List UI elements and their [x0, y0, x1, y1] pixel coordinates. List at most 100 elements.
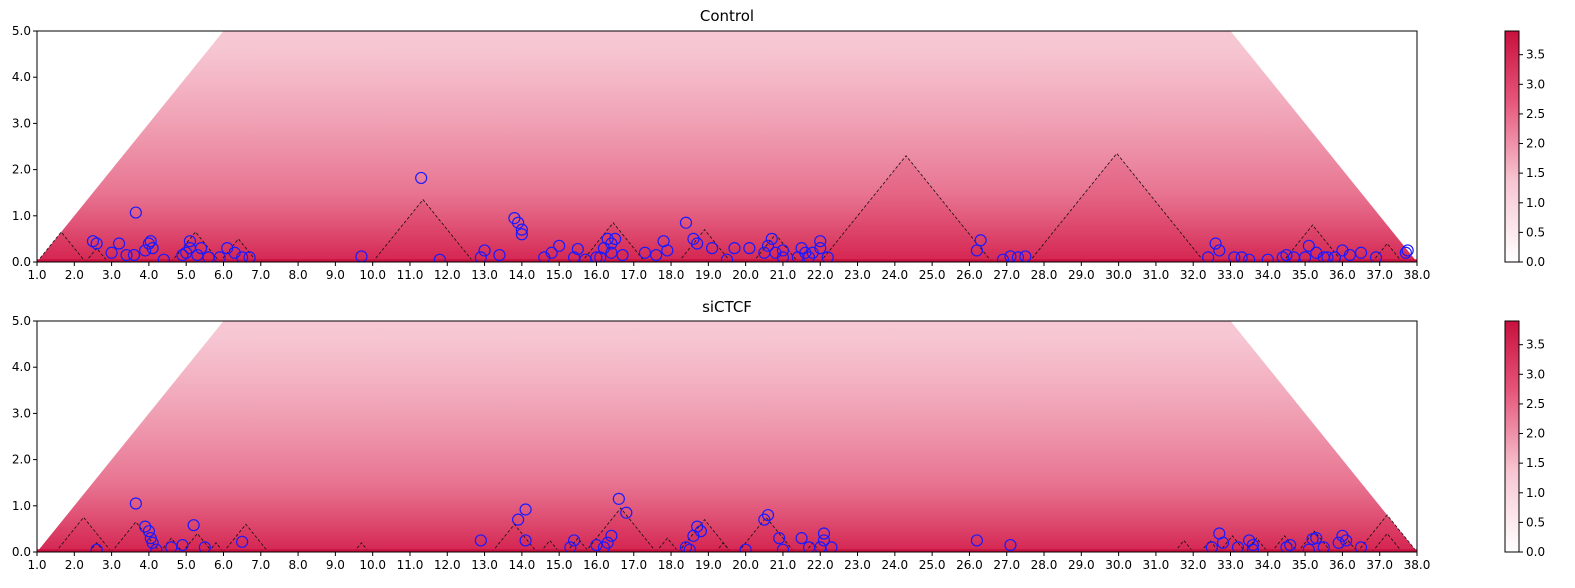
domain-boundary [1028, 152, 1205, 262]
loop-marker [1209, 237, 1222, 250]
domain-boundary [1371, 532, 1403, 552]
x-tick-label: 15.0 [546, 268, 573, 282]
x-tick-label: 12.0 [434, 558, 461, 572]
loop-marker [1369, 251, 1383, 262]
plot-frame [36, 320, 1418, 553]
x-tick-label: 14.0 [509, 268, 536, 282]
domain-fill [1372, 533, 1403, 552]
x-tick-label: 26.0 [956, 268, 983, 282]
loop-marker [213, 251, 226, 262]
colorbar-tick-label: 2.0 [1526, 427, 1545, 441]
loop-marker [519, 503, 532, 516]
colorbar-tick-label: 2.5 [1526, 397, 1545, 411]
domain-fill [1372, 243, 1403, 262]
loop-marker [814, 242, 827, 255]
loop-marker [236, 535, 249, 548]
x-tick-label: 35.0 [1292, 268, 1319, 282]
x-tick-label: 5.0 [177, 558, 196, 572]
domain-boundary [715, 542, 732, 552]
colorbar-tick-label: 3.5 [1526, 48, 1545, 62]
domain-fill [1029, 153, 1205, 262]
x-tick-label: 21.0 [770, 268, 797, 282]
domain-boundary [566, 537, 590, 552]
loop-marker [996, 253, 1010, 262]
x-tick-label: 22.0 [807, 268, 834, 282]
x-tick-label: 19.0 [695, 268, 722, 282]
x-tick-label: 33.0 [1217, 558, 1244, 572]
domain-fill [1200, 540, 1220, 552]
colorbar-tick-label: 2.5 [1526, 107, 1545, 121]
x-tick-label: 28.0 [1031, 268, 1058, 282]
domain-fill [85, 248, 108, 262]
domain-boundary [372, 198, 474, 262]
loop-marker [571, 242, 584, 256]
domain-boundary [678, 519, 732, 552]
loop-marker [120, 248, 133, 262]
domain-boundary [1282, 224, 1343, 262]
loop-marker [478, 244, 491, 257]
loop-marker [165, 541, 178, 552]
loop-marker [90, 237, 103, 250]
colorbar-tick-label: 2.0 [1526, 137, 1545, 151]
x-tick-label: 21.0 [770, 558, 797, 572]
x-tick-label: 38.0 [1404, 558, 1431, 572]
loop-marker [1321, 251, 1334, 262]
loop-marker [545, 246, 558, 259]
y-tick-label: 5.0 [12, 24, 31, 38]
x-tick-label: 13.0 [471, 268, 498, 282]
x-tick-label: 24.0 [881, 558, 908, 572]
colorbar-tick-label: 1.5 [1526, 166, 1545, 180]
x-tick-label: 19.0 [695, 558, 722, 572]
x-tick-label: 31.0 [1143, 558, 1170, 572]
x-tick-label: 15.0 [546, 558, 573, 572]
plot-frame [36, 30, 1418, 263]
loop-marker [1310, 532, 1323, 545]
x-tick-label: 34.0 [1254, 558, 1281, 572]
loop-marker [1202, 251, 1215, 262]
loop-marker [139, 244, 152, 257]
domain-boundary [819, 155, 993, 262]
domain-boundary [159, 537, 183, 552]
loop-marker [433, 253, 446, 262]
loop-marker [728, 242, 741, 255]
colorbar-tick-label: 1.0 [1526, 196, 1545, 210]
domain-boundary [353, 542, 370, 552]
x-tick-label: 4.0 [139, 268, 158, 282]
domain-fill [182, 533, 213, 552]
loop-marker [515, 223, 528, 236]
colorbar-tick-label: 3.0 [1526, 367, 1545, 381]
loop-marker [564, 541, 577, 552]
loop-marker [970, 534, 983, 547]
domain-boundary [584, 507, 657, 552]
loop-marker [567, 251, 581, 262]
y-tick-label: 4.0 [12, 70, 31, 84]
loop-marker [1235, 251, 1248, 262]
loop-marker [612, 492, 625, 505]
y-tick-label: 2.0 [12, 453, 31, 467]
loop-marker [567, 534, 581, 547]
domain-boundary [170, 231, 221, 262]
x-tick-label: 30.0 [1105, 268, 1132, 282]
x-tick-label: 35.0 [1292, 558, 1319, 572]
loop-marker [974, 234, 987, 247]
loop-marker [553, 239, 566, 252]
x-tick-label: 23.0 [844, 268, 871, 282]
loop-marker [1343, 248, 1356, 262]
loop-marker [150, 543, 163, 552]
domain-boundary [37, 231, 86, 262]
loop-marker [1216, 536, 1230, 549]
x-tick-label: 2.0 [65, 558, 84, 572]
chart-title: siCTCF [702, 298, 752, 316]
loop-marker [817, 534, 831, 547]
loop-marker [720, 253, 734, 262]
panel-control: Control 1.0 2.0 3.0 4.0 5.0 6.0 7.0 8.0 9.0 10.0 1… [12, 7, 1545, 282]
y-tick-label: 1.0 [12, 209, 31, 223]
loop-marker [1399, 246, 1412, 259]
loop-marker [236, 251, 249, 262]
x-tick-label: 32.0 [1180, 268, 1207, 282]
chart-title: Control [700, 7, 754, 25]
loop-marker [1261, 253, 1274, 262]
loop-marker [679, 541, 693, 552]
x-tick-label: 20.0 [732, 558, 759, 572]
domain-fill [1297, 531, 1332, 552]
